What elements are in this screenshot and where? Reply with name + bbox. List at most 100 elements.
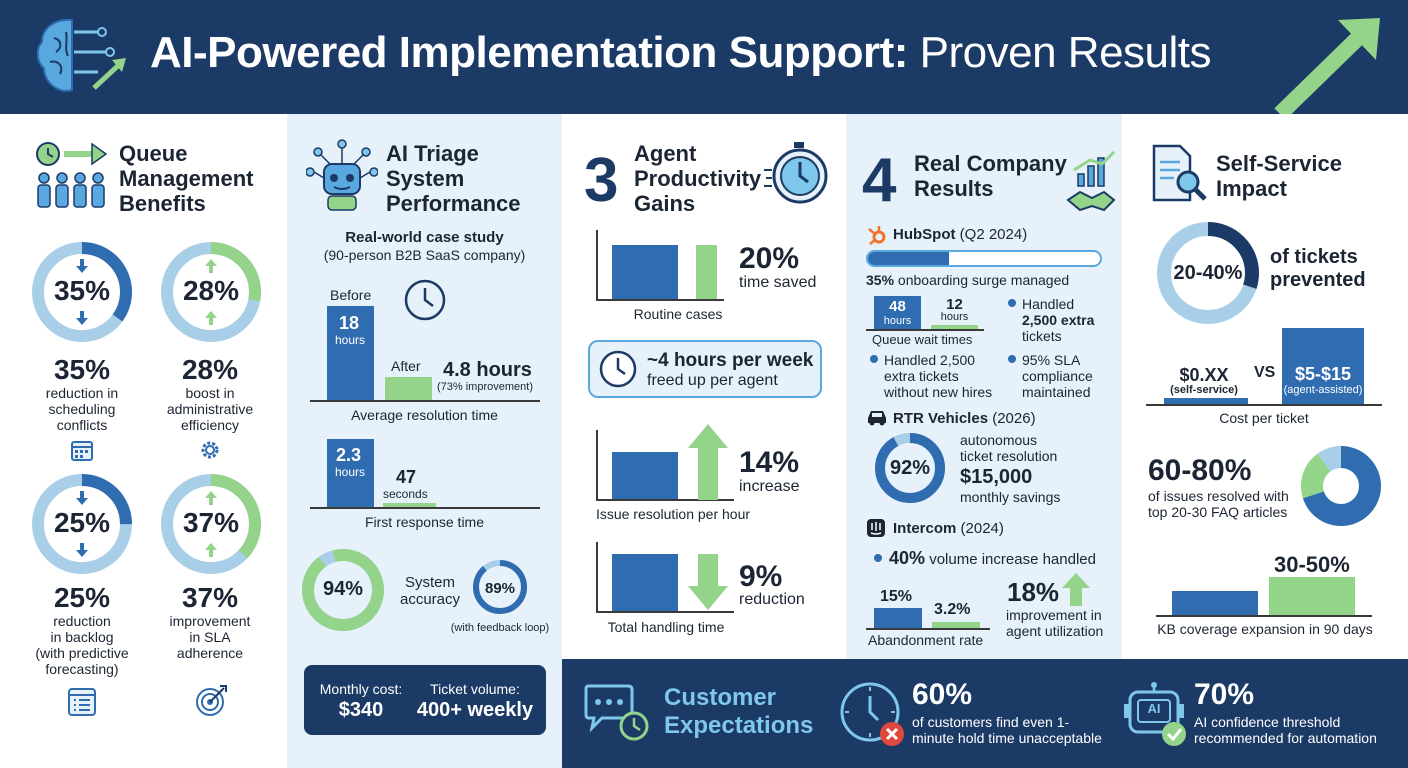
rtr-year: (2026) xyxy=(992,410,1036,427)
kb-after-bar xyxy=(1269,577,1355,615)
hubspot-surge: 35% onboarding surge managed xyxy=(866,272,1069,288)
before-bar xyxy=(327,306,374,400)
intercom-name: Intercom xyxy=(893,520,957,537)
hubspot-bullet-1-line2: 2,500 extra xyxy=(1022,312,1095,328)
faq-donut-other xyxy=(1301,445,1381,526)
feedback-ring-arc xyxy=(473,560,527,614)
queue-ring-1 xyxy=(32,242,132,342)
hubspot-surge-pct: 35% xyxy=(866,272,895,288)
bottom-title: Customer Expectations xyxy=(664,684,813,740)
hubspot-progress-fill xyxy=(868,252,950,265)
accuracy-ring-arc xyxy=(302,549,384,631)
first-response-after-value: 47 xyxy=(396,467,417,487)
queue-ring-3-label: 25% xyxy=(53,507,111,538)
accuracy-ring xyxy=(302,549,384,631)
first-response-after-bar xyxy=(383,503,436,507)
hours-clock-icon xyxy=(599,350,637,388)
queue-item-2-big: 28% xyxy=(181,354,239,385)
queue-item-3-desc3: (with predictive xyxy=(35,645,129,661)
queue-title-line3: Benefits xyxy=(119,191,206,216)
handshake-chart-icon xyxy=(1066,150,1116,212)
rtr-desc: autonomous ticket resolution xyxy=(960,432,1057,464)
self-ring xyxy=(1157,222,1259,324)
calendar-icon xyxy=(71,441,93,461)
queue-ring-4 xyxy=(161,474,261,574)
accuracy-pct: 94% xyxy=(322,578,364,600)
queue-caption: Queue wait times xyxy=(872,332,973,347)
abandon-before-value: 15% xyxy=(880,588,913,605)
faq-desc-line2: top 20-30 FAQ articles xyxy=(1148,504,1288,520)
checklist-icon xyxy=(68,688,96,716)
resolution-pct: 14% xyxy=(739,446,800,479)
company-title-line2: Results xyxy=(914,176,994,201)
rtr-savings: $15,000 xyxy=(960,466,1033,488)
hubspot-bullet-2-line2: extra tickets xyxy=(884,368,959,384)
stopwatch-icon xyxy=(764,142,828,204)
ai-icon-text: AI xyxy=(1147,701,1161,716)
chat-clock-icon xyxy=(584,684,649,741)
company-title: Real Company Results xyxy=(914,151,1067,201)
down-arrow-icon xyxy=(76,543,88,557)
ticket-volume-value: 400+ weekly xyxy=(416,699,534,721)
increase-arrow-icon xyxy=(688,424,728,500)
first-response-before-value: 2.3 xyxy=(336,445,362,465)
hours-big: ~4 hours per week xyxy=(647,350,814,371)
self-ring-desc: of tickets prevented xyxy=(1270,246,1366,292)
case-study-subtitle: (90-person B2B SaaS company) xyxy=(323,247,526,263)
routine-caption: Routine cases xyxy=(633,306,723,322)
robot-network-icon xyxy=(306,139,378,211)
queue-before-bar xyxy=(874,296,921,329)
queue-item-2: 28% boost in administrative efficiency xyxy=(148,354,272,434)
handling-caption: Total handling time xyxy=(607,619,725,635)
ai-pct: 70% xyxy=(1194,678,1255,711)
down-arrow-icon xyxy=(76,491,88,505)
abandon-axis xyxy=(866,628,990,630)
target-icon xyxy=(196,685,227,716)
queue-title-line1: Queue xyxy=(119,141,188,166)
car-icon xyxy=(868,411,886,426)
hubspot-bullet-1: Handled 2,500 extra tickets xyxy=(1022,296,1094,344)
intercom-volume-text: volume increase handled xyxy=(929,551,1096,568)
utilization-desc-line1: improvement in xyxy=(1006,607,1102,623)
queue-item-4-desc1: improvement xyxy=(169,613,251,629)
queue-title-line2: Management xyxy=(119,166,254,191)
faq-donut xyxy=(1301,445,1381,527)
rtr-desc-line1: autonomous xyxy=(960,432,1038,448)
rtr-pct: 92% xyxy=(889,457,931,479)
ai-desc-line2: recommended for automation xyxy=(1194,730,1377,746)
monthly-cost-label: Monthly cost: xyxy=(319,681,403,697)
queue-item-3-desc1: reduction xyxy=(53,613,111,629)
intercom-year: (2024) xyxy=(960,520,1004,537)
bullet-dot xyxy=(1008,299,1016,307)
section-number-4: 4 xyxy=(862,146,897,215)
accuracy-label-line1: System xyxy=(404,574,455,591)
queue-ring-2-arc xyxy=(161,242,261,342)
utilization-pct: 18% xyxy=(1007,577,1060,607)
cost-vs: VS xyxy=(1254,364,1276,381)
kb-axis xyxy=(1156,615,1372,617)
section-number-3: 3 xyxy=(584,146,619,215)
customer-expectations-band xyxy=(562,659,1408,768)
queue-item-1-desc3: conflicts xyxy=(56,417,108,433)
triage-title: AI Triage System Performance xyxy=(386,141,521,216)
triage-title-line1: AI Triage xyxy=(386,141,479,166)
queue-ring-3 xyxy=(32,474,132,574)
queue-item-1-desc2: scheduling xyxy=(48,401,116,417)
hubspot-period: (Q2 2024) xyxy=(959,226,1028,243)
up-arrow-icon xyxy=(205,259,217,273)
resolution-axis-y xyxy=(596,430,598,500)
utilization-desc-line2: agent utilization xyxy=(1006,623,1104,639)
cost-self-value: $0.XX xyxy=(1179,365,1229,385)
triage-title-line2: System xyxy=(386,166,465,191)
queue-ring-1-arc xyxy=(32,242,132,342)
self-ring-desc-line2: prevented xyxy=(1270,269,1366,291)
accuracy-label-line2: accuracy xyxy=(399,591,461,608)
hold-desc: of customers find even 1- minute hold ti… xyxy=(912,714,1102,746)
accuracy-label: System accuracy xyxy=(390,574,470,608)
cost-agent-bar xyxy=(1282,328,1364,404)
faq-desc-line1: of issues resolved with xyxy=(1148,488,1289,504)
cost-box xyxy=(304,665,546,735)
ai-desc-line1: AI confidence threshold xyxy=(1194,714,1341,730)
hubspot-progress-track xyxy=(866,250,1102,267)
hubspot-logo-icon xyxy=(868,226,886,245)
